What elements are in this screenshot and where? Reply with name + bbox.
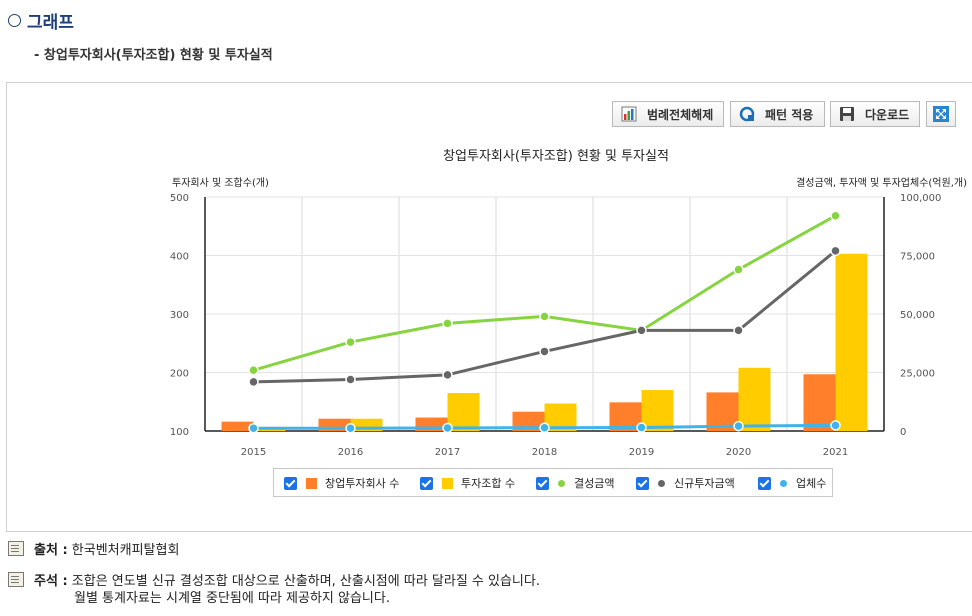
point-companies xyxy=(248,422,259,434)
bar-founders xyxy=(706,392,739,431)
point-investment xyxy=(539,346,550,357)
checkbox[interactable] xyxy=(536,476,549,490)
point-investment xyxy=(636,325,647,336)
legend-label: 결성금액 xyxy=(574,477,615,490)
checkbox[interactable] xyxy=(284,476,297,490)
point-amount xyxy=(345,336,356,348)
point-amount xyxy=(733,264,744,275)
point-companies xyxy=(636,422,647,433)
legend-swatch xyxy=(442,477,453,489)
legend-item-companies[interactable]: 업체수 xyxy=(758,475,826,491)
legend-toggle-label: 범례전체해제 xyxy=(647,107,714,122)
note-line-1: 조합은 연도별 신규 결성조합 대상으로 산출하며, 산출시점에 따라 달라질 … xyxy=(71,574,540,589)
right-tick-label: 50,000 xyxy=(900,310,935,321)
source-value: 한국벤처캐피탈협회 xyxy=(71,543,180,558)
legend-label: 투자조합 수 xyxy=(461,477,516,490)
legend-label: 업체수 xyxy=(796,477,827,490)
left-axis-label: 투자회사 및 조합수(개) xyxy=(172,177,269,189)
pattern-apply-label: 패턴 적용 xyxy=(765,107,814,122)
legend-toggle-button[interactable]: 범례전체해제 xyxy=(612,101,724,127)
point-investment xyxy=(345,374,356,385)
legend-item-founders[interactable]: 창업투자회사 수 xyxy=(284,475,399,491)
x-tick-label: 2016 xyxy=(338,447,363,458)
point-amount xyxy=(442,318,453,329)
left-tick-label: 200 xyxy=(170,369,189,380)
point-amount xyxy=(248,364,259,376)
left-tick-label: 400 xyxy=(170,252,189,263)
checkbox[interactable] xyxy=(420,476,433,490)
point-companies xyxy=(733,420,744,432)
x-tick-label: 2017 xyxy=(435,447,460,458)
chart-legend: 창업투자회사 수 투자조합 수 결성금액 신규투자금액 업체수 xyxy=(273,468,833,497)
x-tick-label: 2015 xyxy=(241,447,266,458)
bar-chart-icon xyxy=(621,106,637,122)
section-title-text: 그래프 xyxy=(27,13,74,33)
left-tick-label: 500 xyxy=(170,193,189,204)
bar-founders xyxy=(803,374,836,431)
legend-swatch xyxy=(780,479,787,487)
bar-founders xyxy=(512,411,545,431)
right-tick-label: 100,000 xyxy=(900,193,941,204)
note-label: 주석 : xyxy=(34,574,68,589)
footnote-line-2: 월별 통계자료는 시계열 중단됨에 따라 제공하지 않습니다. xyxy=(74,591,390,606)
chart-title: 창업투자회사(투자조합) 현황 및 투자실적 xyxy=(443,149,669,164)
source-label: 출처 : xyxy=(34,543,68,558)
save-icon xyxy=(839,106,855,122)
point-investment xyxy=(248,376,259,388)
checkbox[interactable] xyxy=(636,476,649,490)
bar-funds xyxy=(447,392,480,431)
footnote: 주석 : 조합은 연도별 신규 결성조합 대상으로 산출하며, 산출시점에 따라… xyxy=(8,570,540,589)
x-tick-label: 2020 xyxy=(726,447,751,458)
left-tick-label: 300 xyxy=(170,310,189,321)
legend-item-amount[interactable]: 결성금액 xyxy=(536,475,614,491)
expand-icon xyxy=(933,106,949,122)
checkbox[interactable] xyxy=(758,476,771,490)
point-investment xyxy=(830,245,841,257)
right-axis-label: 결성금액, 투자액 및 투자업체수(억원,개) xyxy=(796,176,967,189)
point-investment xyxy=(442,369,453,381)
x-tick-label: 2019 xyxy=(629,447,654,458)
left-tick-label: 100 xyxy=(170,427,189,438)
legend-item-investment[interactable]: 신규투자금액 xyxy=(636,475,735,491)
x-tick-label: 2018 xyxy=(532,447,557,458)
document-icon xyxy=(8,541,24,556)
right-tick-label: 0 xyxy=(900,427,906,438)
fullscreen-button[interactable] xyxy=(926,101,956,127)
point-investment xyxy=(733,325,744,336)
legend-swatch xyxy=(558,479,565,487)
bar-funds xyxy=(835,253,868,431)
refresh-icon xyxy=(739,106,755,122)
x-tick-label: 2021 xyxy=(823,447,848,458)
download-label: 다운로드 xyxy=(865,107,910,122)
right-tick-label: 25,000 xyxy=(900,369,935,380)
circle-icon xyxy=(8,14,21,27)
bar-funds xyxy=(738,367,771,431)
chart-panel xyxy=(6,82,972,532)
point-companies xyxy=(830,420,841,431)
point-companies xyxy=(345,422,356,434)
legend-label: 신규투자금액 xyxy=(674,477,735,490)
legend-item-funds[interactable]: 투자조합 수 xyxy=(420,475,515,491)
point-companies xyxy=(539,422,550,433)
bar-founders xyxy=(221,421,254,431)
document-icon xyxy=(8,572,24,587)
download-button[interactable]: 다운로드 xyxy=(830,101,920,127)
point-companies xyxy=(442,422,453,434)
point-amount xyxy=(830,210,841,221)
legend-swatch xyxy=(658,479,665,487)
source-note: 출처 : 한국벤처캐피탈협회 xyxy=(8,539,179,558)
chart-subtitle: - 창업투자회사(투자조합) 현황 및 투자실적 xyxy=(34,48,273,63)
pattern-apply-button[interactable]: 패턴 적용 xyxy=(730,101,825,127)
legend-swatch xyxy=(306,477,317,489)
point-amount xyxy=(539,311,550,322)
bar-funds xyxy=(641,390,674,431)
section-title: 그래프 xyxy=(8,8,74,33)
right-tick-label: 75,000 xyxy=(900,252,935,263)
legend-label: 창업투자회사 수 xyxy=(325,477,400,490)
